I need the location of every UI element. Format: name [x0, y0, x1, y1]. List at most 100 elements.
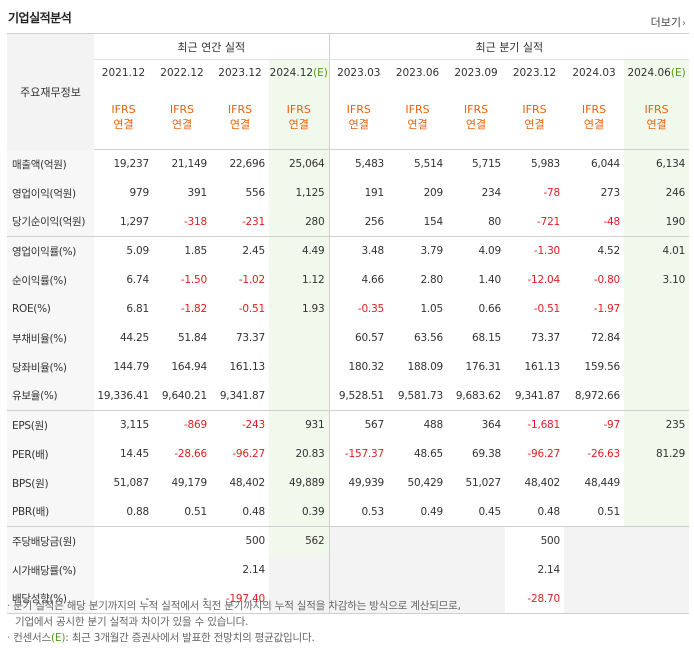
cell-value: 488 — [388, 410, 448, 440]
cell-value: 4.52 — [564, 236, 625, 266]
cell-value: 391 — [187, 187, 208, 199]
basis-standard: IFRS — [111, 103, 136, 117]
basis-header: IFRS 연결 — [564, 85, 625, 150]
cell-value: 3.48 — [328, 236, 389, 266]
cell-value — [624, 323, 690, 353]
row-label: BPS(원) — [7, 468, 94, 498]
cell-value: 48,402 — [229, 477, 265, 489]
more-link[interactable]: 더보기› — [651, 14, 686, 30]
cell-value: 161.13 — [229, 361, 265, 373]
table-row: 영업이익(억원) 979 391 556 1,125 191 209 234 -78 273 246 — [7, 178, 690, 208]
table-row: 순이익률(%) 6.74 -1.50 -1.02 1.12 4.66 2.80 1.40 -12… — [7, 265, 690, 295]
cell-value — [328, 584, 389, 614]
period-header: 2023.12 — [505, 60, 564, 86]
table-row: 매출액(억원) 19,237 21,149 22,696 25,064 5,483 5,51… — [7, 149, 690, 179]
basis-header: IFRS 연결 — [447, 85, 506, 150]
cell-value: 256 — [328, 207, 389, 237]
financial-table: 주요재무정보 최근 연간 실적 최근 분기 실적 2021.12 2022.12 2… — [7, 33, 690, 614]
footnotes: · 분기 실적은 해당 분기까지의 누적 실적에서 직전 분기까지의 누적 실적을… — [7, 598, 461, 646]
cell-value — [564, 526, 625, 556]
cell-value: 14.45 — [119, 448, 149, 460]
cell-value — [94, 556, 153, 585]
cell-value: 1.05 — [420, 303, 444, 315]
cell-value: - — [94, 584, 153, 614]
cell-value: 19,336.41 — [97, 389, 149, 402]
cell-value — [153, 526, 211, 556]
cell-value: 1.12 — [269, 265, 330, 295]
cell-value: 72.84 — [590, 332, 621, 344]
chevron-right-icon: › — [682, 18, 686, 29]
cell-value: 49,889 — [269, 468, 330, 498]
cell-value: -1.82 — [180, 303, 207, 315]
basis-header: IFRS 연결 — [388, 85, 448, 150]
basis-header: IFRS 연결 — [624, 85, 690, 150]
basis-header: IFRS 연결 — [211, 85, 269, 150]
basis-consolidation: 연결 — [583, 118, 605, 132]
cell-value: -96.27 — [527, 448, 561, 460]
row-label: 유보율(%) — [7, 381, 94, 411]
row-header-title: 주요재무정보 — [7, 33, 94, 150]
section-title: 기업실적분석 — [8, 11, 72, 25]
cell-value: -28.70 — [505, 584, 565, 614]
period-header: 2023.06 — [388, 60, 447, 86]
cell-value: 5.09 — [94, 236, 153, 266]
cell-value — [447, 584, 506, 614]
table-row: 시가배당률(%) 2.14 2.14 — [7, 555, 690, 585]
cell-value: 5,715 — [471, 158, 502, 171]
quarter-group-header: 최근 분기 실적 — [328, 33, 690, 60]
basis-header: IFRS 연결 — [328, 85, 389, 150]
cell-value — [624, 555, 690, 585]
cell-value: 562 — [269, 526, 330, 556]
row-label: 부채비율(%) — [7, 323, 94, 353]
cell-value — [624, 352, 690, 382]
cell-value: 73.37 — [530, 332, 561, 344]
cell-value: -1.30 — [505, 236, 565, 266]
cell-value: 176.31 — [465, 361, 502, 373]
cell-value — [94, 526, 153, 556]
cell-value: 3.79 — [388, 236, 448, 266]
cell-value: 60.57 — [328, 323, 389, 353]
row-label: 주당배당금(원) — [7, 526, 94, 556]
period-label: 2021.12 — [101, 66, 146, 79]
cell-value: -231 — [241, 215, 265, 228]
basis-standard: IFRS — [227, 103, 253, 117]
cell-value: 51.84 — [177, 332, 207, 344]
cell-value: 5,983 — [530, 158, 561, 171]
more-label: 더보기 — [650, 16, 681, 29]
cell-value — [269, 584, 330, 614]
basis-standard: IFRS — [405, 103, 430, 117]
cell-value: 0.49 — [420, 505, 444, 518]
table-row: BPS(원) 51,087 49,179 48,402 49,889 49,939 50,4… — [7, 468, 690, 498]
period-label: 2023.09 — [454, 66, 498, 79]
table-row: 주당배당금(원) 500 562 500 — [7, 526, 690, 556]
row-label: PBR(배) — [7, 497, 94, 527]
cell-value: 2.80 — [420, 274, 444, 286]
cell-value: 144.79 — [113, 361, 149, 373]
cell-value: 556 — [245, 187, 266, 199]
cell-value: 154 — [423, 215, 444, 228]
cell-value: -1,681 — [505, 410, 565, 440]
basis-header: IFRS 연결 — [269, 85, 330, 150]
table-row: ROE(%) 6.81 -1.82 -0.51 1.93 -0.35 1.05 0.66 -0.… — [7, 294, 690, 324]
basis-standard: IFRS — [286, 103, 311, 117]
cell-value: 0.45 — [478, 505, 502, 518]
cell-value: -0.35 — [328, 294, 389, 324]
row-label: 시가배당률(%) — [7, 555, 94, 585]
basis-consolidation: 연결 — [646, 118, 667, 132]
cell-value: 4.01 — [624, 236, 690, 266]
row-label: 배당성향(%) — [7, 584, 94, 614]
basis-standard: IFRS — [346, 103, 371, 117]
row-label: 당기순이익(억원) — [7, 207, 94, 237]
cell-value: -78 — [543, 187, 561, 199]
cell-value — [388, 555, 448, 585]
cell-value: -197.40 — [211, 584, 269, 614]
cell-value: 81.29 — [624, 439, 690, 469]
note-2: · 컨센서스(E): 최근 3개월간 증권사에서 발표한 전망치의 평균값입니다. — [7, 632, 315, 644]
period-label: 2023.06 — [395, 66, 440, 79]
cell-value — [388, 526, 448, 556]
cell-value — [624, 468, 690, 498]
cell-value: 49,179 — [171, 477, 207, 489]
cell-value — [624, 497, 690, 527]
cell-value: 1.40 — [478, 274, 502, 286]
cell-value: 234 — [481, 187, 502, 199]
